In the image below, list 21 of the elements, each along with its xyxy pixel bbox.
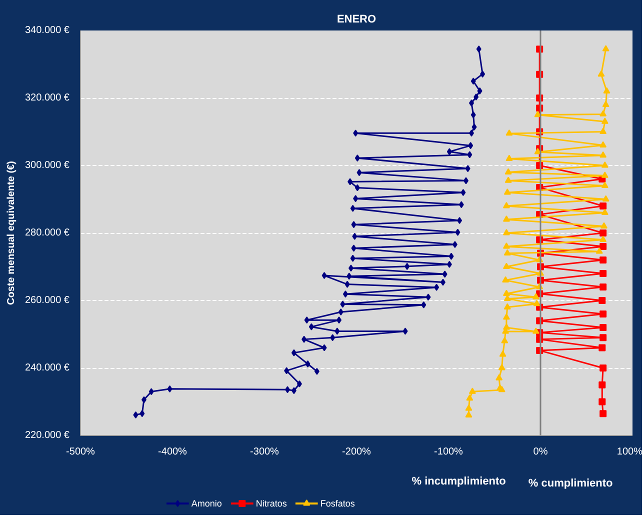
text: % incumplimiento	[412, 476, 506, 488]
chart-title: ENERO	[336, 14, 377, 26]
x-tick-label: -100%	[434, 446, 464, 458]
x-tick-label: 100%	[616, 446, 643, 458]
x-tick-label: -500%	[66, 446, 96, 458]
y-tick-label: 320.000 €	[25, 92, 70, 104]
y-tick-label: 340.000 €	[25, 25, 70, 36]
x-tick-label: -400%	[158, 446, 188, 458]
x-tick-label: 0%	[533, 446, 548, 458]
legend-label: Amonio	[191, 498, 222, 508]
y-tick-label: 240.000 €	[25, 362, 70, 374]
y-axis-title: Coste mensual equivalente (€)	[6, 161, 18, 305]
legend-label: Fosfatos	[320, 498, 356, 508]
y-tick-label: 260.000 €	[25, 295, 70, 306]
x-tick-label: -300%	[250, 446, 280, 458]
x-tick-label: -200%	[342, 446, 372, 458]
legend-label: Nitratos	[256, 498, 288, 508]
text: % cumplimiento	[528, 478, 614, 490]
y-tick-label: 280.000 €	[25, 228, 70, 238]
y-tick-label: 220.000 €	[25, 430, 70, 441]
y-tick-label: 300.000 €	[25, 160, 70, 171]
